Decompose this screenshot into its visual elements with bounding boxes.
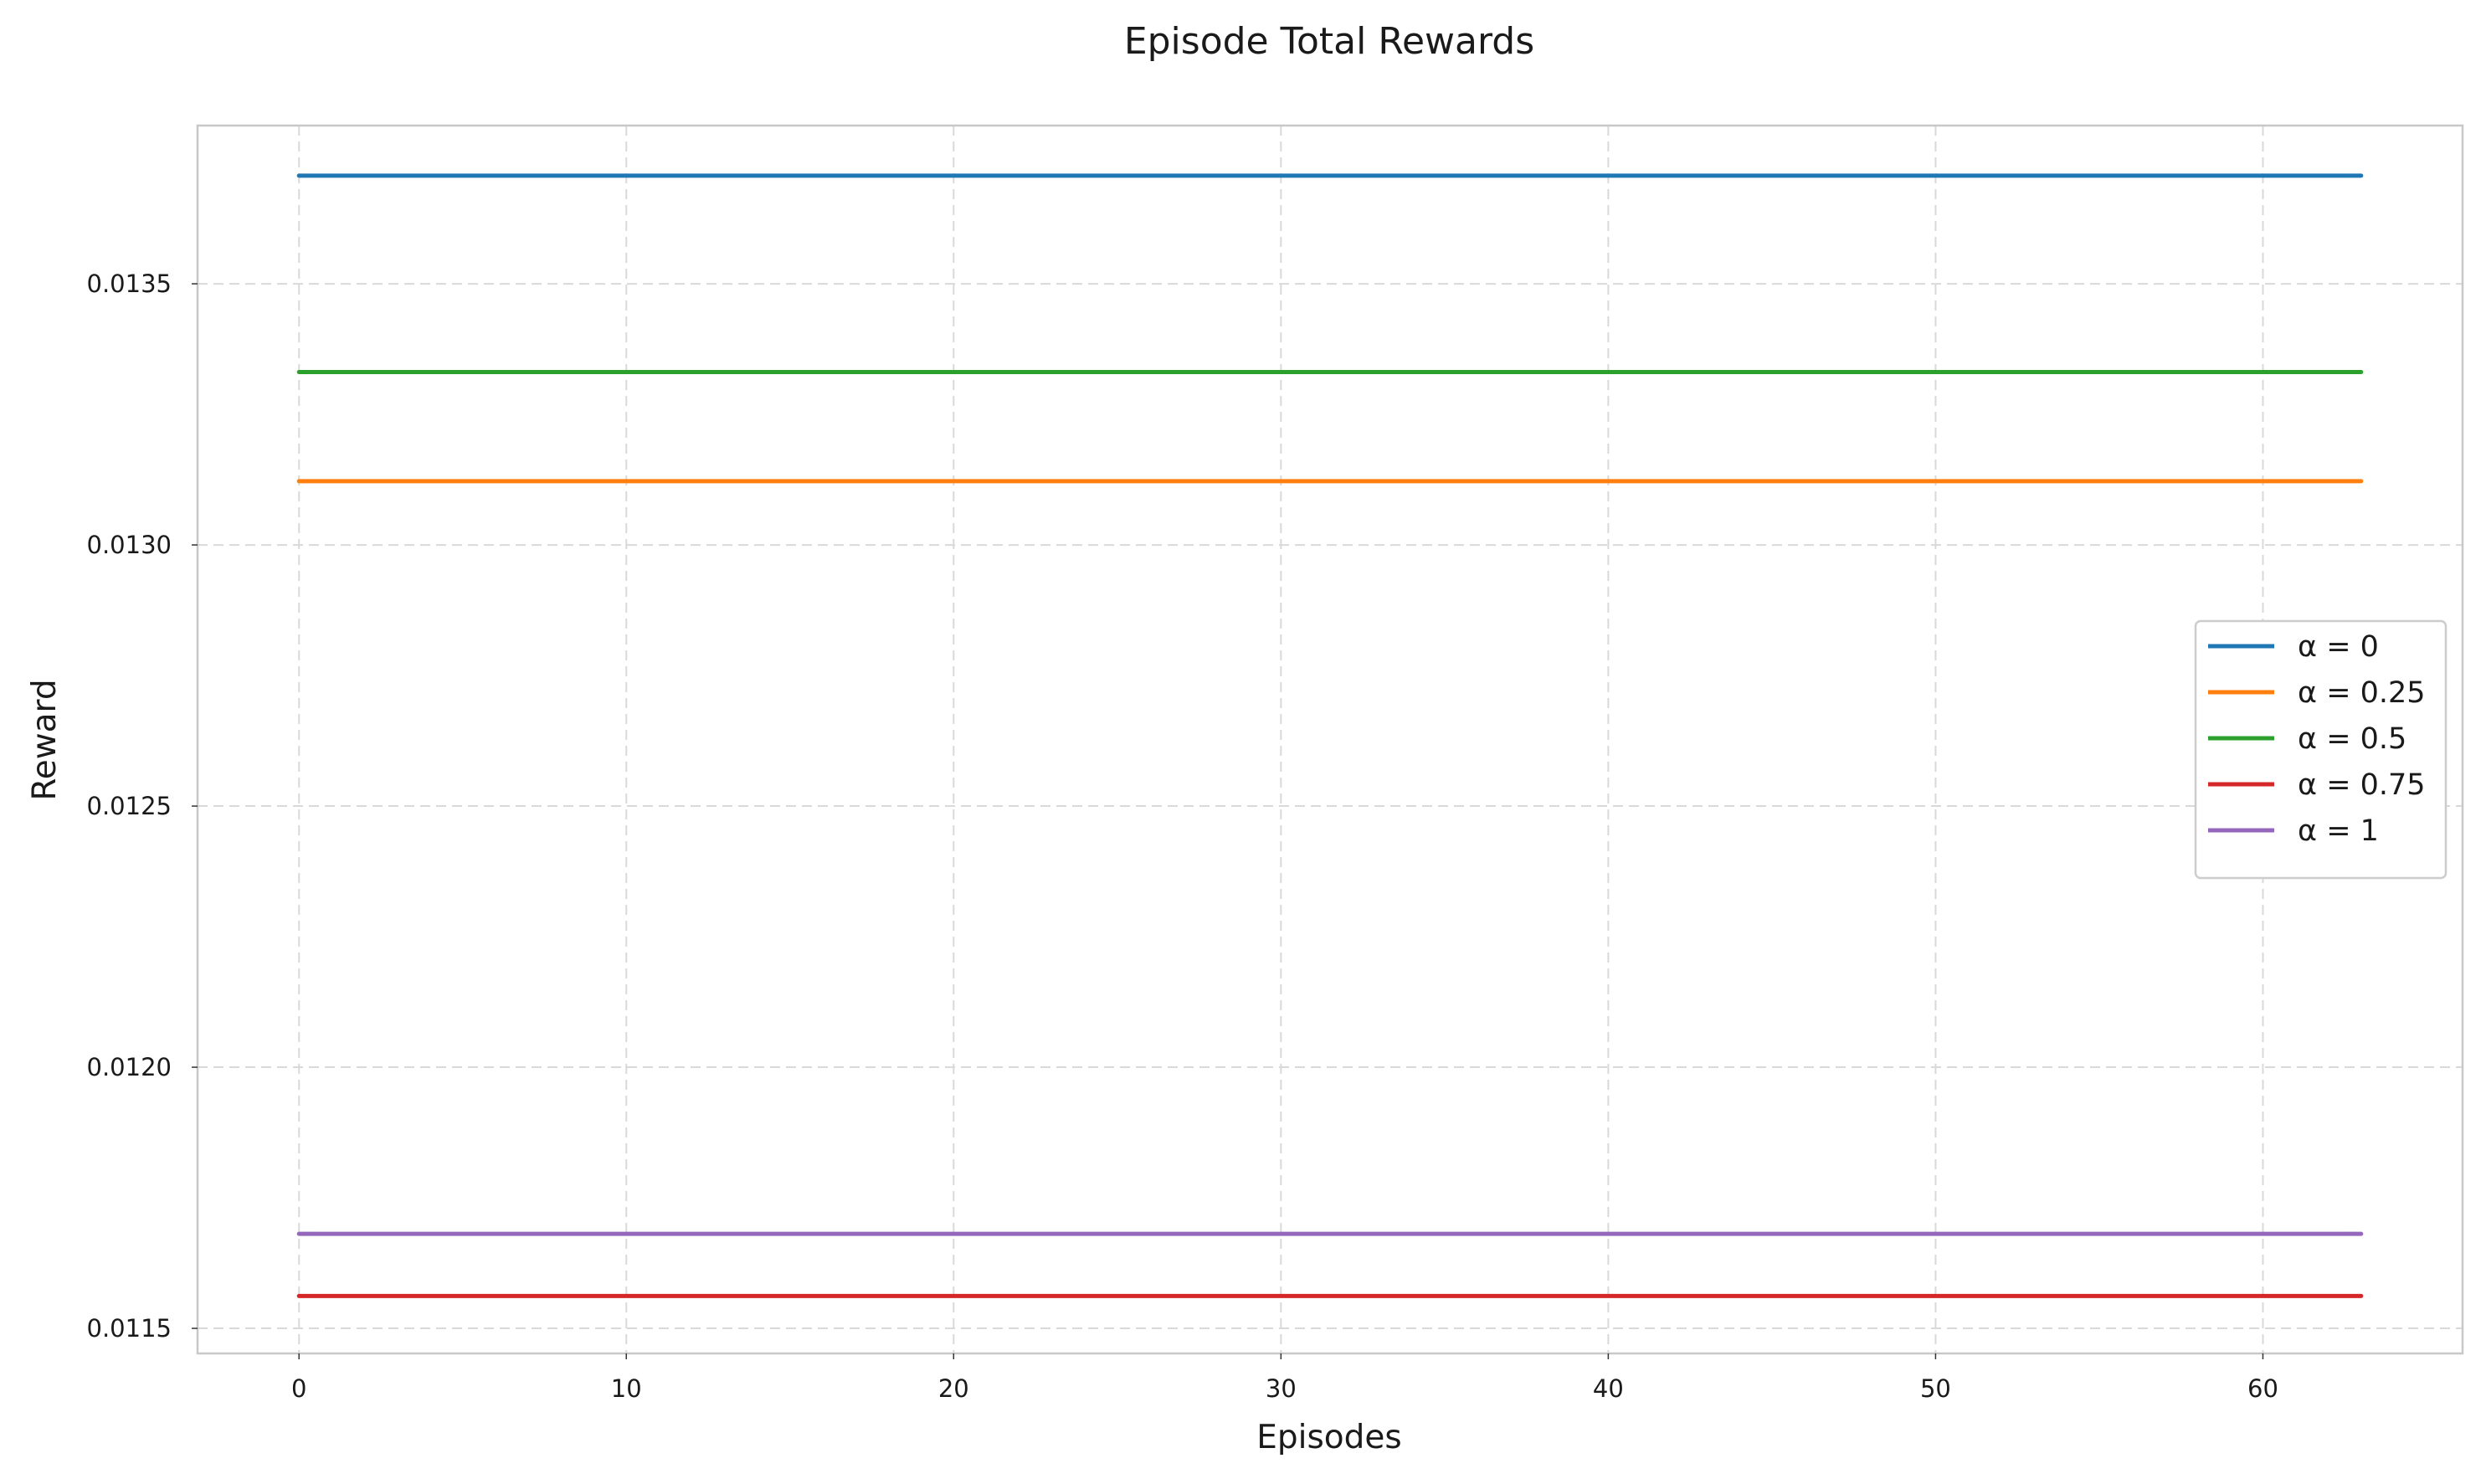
y-axis-ticks: 0.0115 0.0120 0.0125 0.0130 0.0135 [87, 270, 198, 1343]
plot-frame [196, 124, 2464, 1355]
y-axis-label: Reward [26, 679, 64, 800]
y-tick-label: 0.0120 [87, 1053, 172, 1081]
grid-lines [198, 126, 2463, 1353]
x-axis-label: Episodes [1256, 1419, 1401, 1456]
x-tick-label: 30 [1266, 1374, 1297, 1403]
x-tick-label: 50 [1920, 1374, 1951, 1403]
legend-label-0: α = 0 [2298, 630, 2379, 664]
y-tick-label: 0.0115 [87, 1314, 172, 1343]
legend: α = 0 α = 0.25 α = 0.5 α = 0.75 α = 1 [2194, 619, 2447, 880]
series-lines [296, 173, 2364, 1298]
legend-label-1: α = 0.25 [2298, 676, 2426, 710]
y-tick-label: 0.0130 [87, 531, 172, 559]
x-tick-label: 60 [2247, 1374, 2278, 1403]
legend-label-3: α = 0.75 [2298, 768, 2426, 802]
legend-label-4: α = 1 [2298, 814, 2379, 848]
y-tick-label: 0.0135 [87, 270, 172, 298]
x-tick-label: 0 [291, 1374, 306, 1403]
y-tick-label: 0.0125 [87, 792, 172, 820]
legend-label-2: α = 0.5 [2298, 722, 2406, 756]
chart-title: Episode Total Rewards [1124, 20, 1534, 63]
x-tick-label: 40 [1593, 1374, 1624, 1403]
x-tick-label: 10 [611, 1374, 642, 1403]
x-tick-label: 20 [938, 1374, 969, 1403]
legend-box [2194, 619, 2447, 880]
x-axis-ticks: 0 10 20 30 40 50 60 [291, 1353, 2278, 1403]
